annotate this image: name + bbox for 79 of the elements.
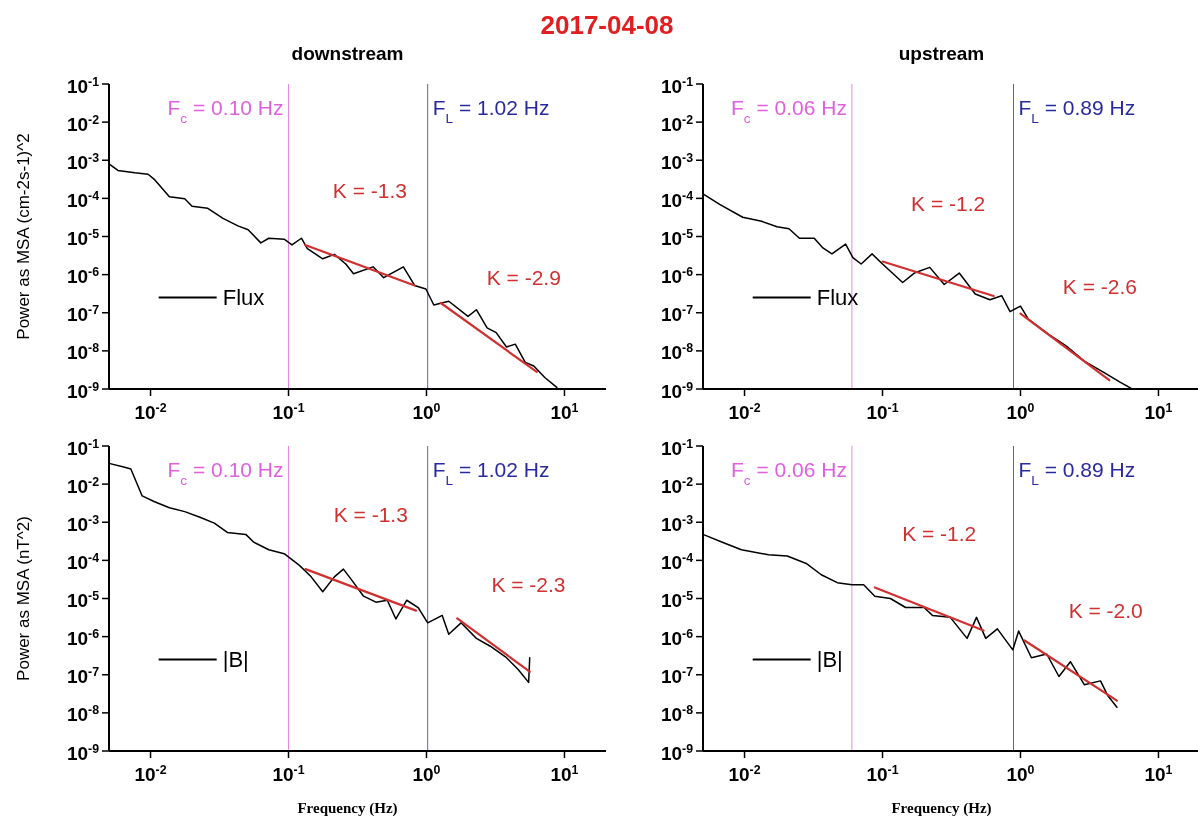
x-tick-label: 10$^{0}$	[412, 763, 441, 785]
y-tick-label: 10$^{-3}$	[660, 150, 694, 173]
y-tick-label: 10$^{-1}$	[66, 74, 100, 97]
y-tick-label: 10$^{-8}$	[66, 341, 100, 364]
y-tick-label: 10$^{-3}$	[66, 150, 100, 173]
y-tick-label: 10$^{-2}$	[660, 474, 694, 497]
x-tick-label: 10$^{-1}$	[272, 401, 305, 423]
ref-line-label: F$_{c}$ = 0.06 Hz	[730, 95, 847, 125]
y-tick-label: 10$^{-9}$	[66, 741, 100, 764]
x-tick-label: 10$^{-2}$	[728, 401, 761, 423]
x-tick-label: 10$^{1}$	[1144, 401, 1173, 423]
y-tick-label: 10$^{-7}$	[66, 303, 100, 326]
legend-label: Flux	[222, 285, 265, 311]
annotation: K = -2.9	[486, 265, 561, 289]
annotation: K = -2.6	[1062, 275, 1137, 299]
y-tick-label: 10$^{-8}$	[660, 341, 694, 364]
y-tick-label: 10$^{-7}$	[66, 665, 100, 688]
chart-title: 2017-04-08	[540, 10, 674, 40]
y-tick-label: 10$^{-8}$	[66, 703, 100, 726]
y-tick-label: 10$^{-6}$	[66, 265, 100, 288]
annotation: K = -1.3	[333, 503, 408, 527]
y-tick-label: 10$^{-6}$	[66, 627, 100, 650]
y-tick-label: 10$^{-8}$	[660, 703, 694, 726]
x-tick-label: 10$^{-2}$	[134, 401, 167, 423]
x-tick-label: 10$^{1}$	[550, 763, 579, 785]
y-tick-label: 10$^{-9}$	[660, 741, 694, 764]
annotation: K = -1.2	[902, 522, 977, 546]
annotation: K = -2.0	[1068, 598, 1143, 622]
y-tick-label: 10$^{-4}$	[66, 188, 100, 211]
y-tick-label: 10$^{-9}$	[66, 379, 100, 402]
y-axis-title: Power as MSA (nT^2)	[14, 516, 33, 681]
annotation: K = -1.3	[332, 178, 407, 202]
ref-line-label: F$_{L}$ = 1.02 Hz	[432, 457, 550, 487]
y-tick-label: 10$^{-1}$	[66, 436, 100, 459]
ref-line-label: F$_{c}$ = 0.06 Hz	[730, 457, 847, 487]
y-tick-label: 10$^{-4}$	[660, 188, 694, 211]
y-tick-label: 10$^{-2}$	[66, 474, 100, 497]
legend-label: |B|	[222, 647, 249, 673]
y-tick-label: 10$^{-2}$	[660, 112, 694, 135]
x-tick-label: 10$^{-2}$	[728, 763, 761, 785]
x-tick-label: 10$^{-2}$	[134, 763, 167, 785]
y-tick-label: 10$^{-1}$	[660, 74, 694, 97]
x-axis-title: Frequency (Hz)	[891, 800, 992, 816]
x-tick-label: 10$^{0}$	[412, 401, 441, 423]
y-tick-label: 10$^{-7}$	[660, 303, 694, 326]
ref-line-label: F$_{c}$ = 0.10 Hz	[167, 95, 284, 125]
x-tick-label: 10$^{0}$	[1006, 763, 1035, 785]
y-tick-label: 10$^{-3}$	[660, 512, 694, 535]
y-tick-label: 10$^{-4}$	[660, 550, 694, 573]
y-tick-label: 10$^{-3}$	[66, 512, 100, 535]
ref-line-label: F$_{c}$ = 0.10 Hz	[167, 457, 284, 487]
chart-subtitle: upstream	[898, 43, 985, 64]
x-tick-label: 10$^{1}$	[1144, 763, 1173, 785]
y-tick-label: 10$^{-1}$	[660, 436, 694, 459]
x-axis-title: Frequency (Hz)	[297, 800, 398, 816]
x-tick-label: 10$^{0}$	[1006, 401, 1035, 423]
x-tick-label: 10$^{1}$	[550, 401, 579, 423]
y-tick-label: 10$^{-5}$	[660, 227, 694, 250]
y-tick-label: 10$^{-2}$	[66, 112, 100, 135]
legend-label: Flux	[816, 285, 859, 311]
y-tick-label: 10$^{-6}$	[660, 627, 694, 650]
y-tick-label: 10$^{-4}$	[66, 550, 100, 573]
x-tick-label: 10$^{-1}$	[866, 401, 899, 423]
y-tick-label: 10$^{-5}$	[66, 589, 100, 612]
x-tick-label: 10$^{-1}$	[866, 763, 899, 785]
annotation: K = -2.3	[491, 573, 566, 597]
chart-subtitle: downstream	[291, 43, 404, 64]
y-tick-label: 10$^{-5}$	[66, 227, 100, 250]
ref-line-label: F$_{L}$ = 0.89 Hz	[1018, 95, 1136, 125]
annotation: K = -1.2	[911, 192, 986, 216]
x-tick-label: 10$^{-1}$	[272, 763, 305, 785]
y-axis-title: Power as MSA (cm-2s-1)^2	[14, 133, 33, 340]
y-tick-label: 10$^{-7}$	[660, 665, 694, 688]
ref-line-label: F$_{L}$ = 1.02 Hz	[432, 95, 550, 125]
y-tick-label: 10$^{-6}$	[660, 265, 694, 288]
legend-label: |B|	[816, 647, 843, 673]
ref-line-label: F$_{L}$ = 0.89 Hz	[1018, 457, 1136, 487]
y-tick-label: 10$^{-9}$	[660, 379, 694, 402]
y-tick-label: 10$^{-5}$	[660, 589, 694, 612]
